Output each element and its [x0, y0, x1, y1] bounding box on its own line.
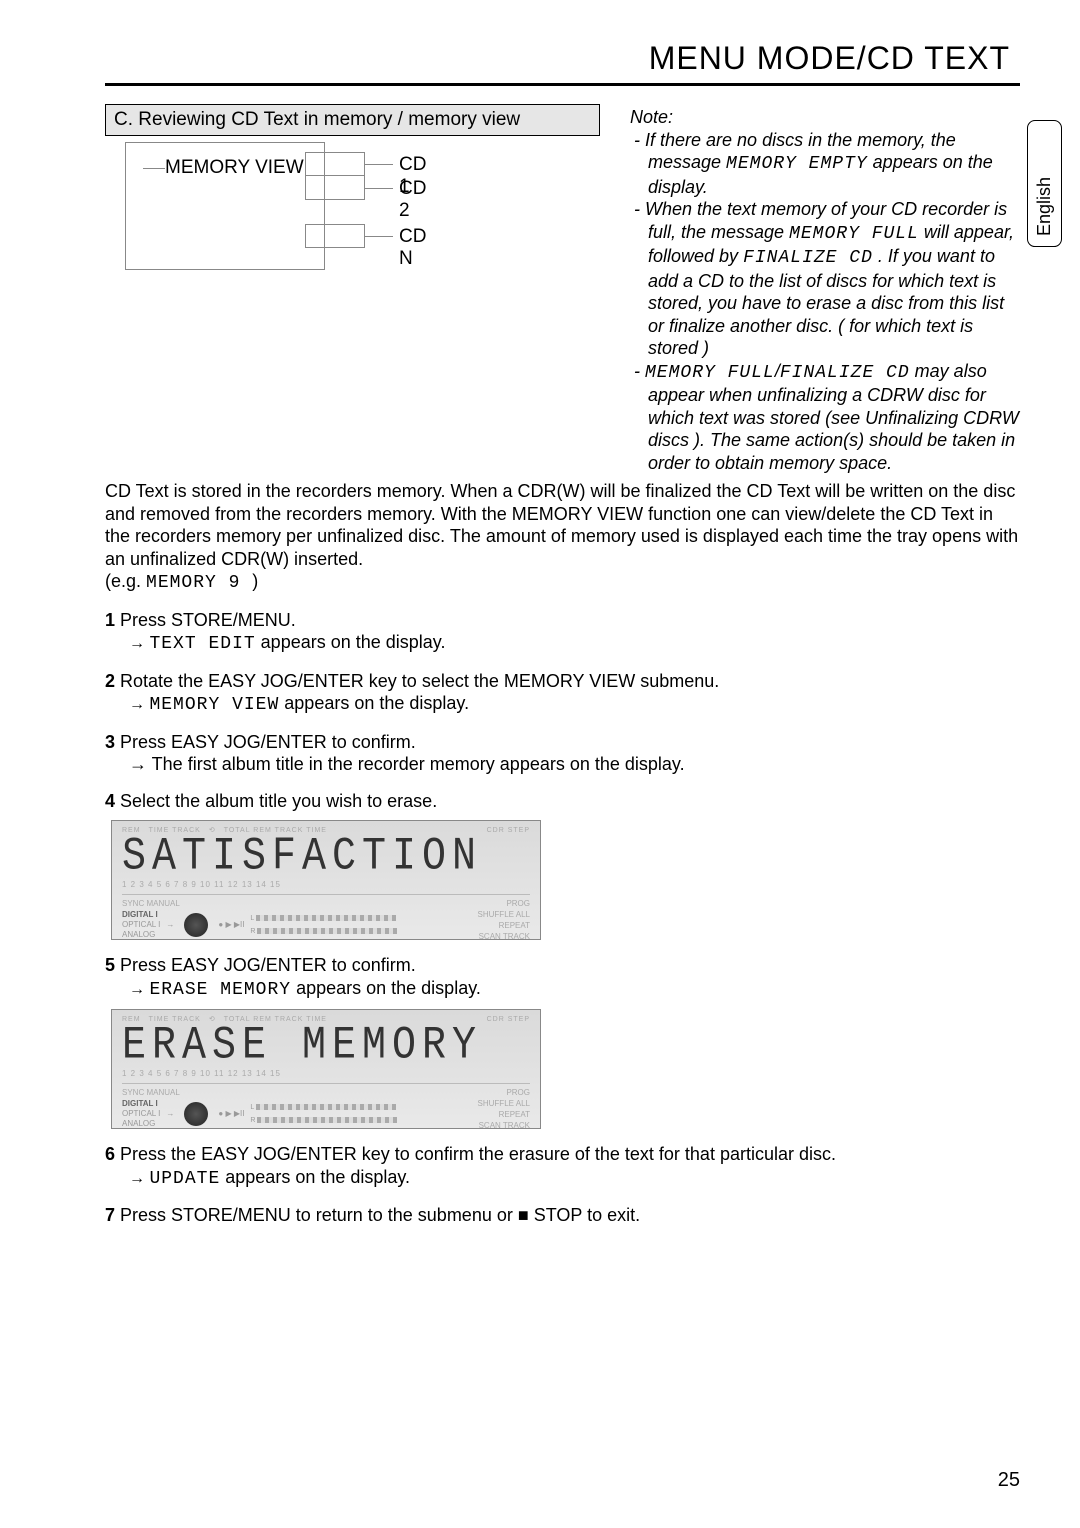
memory-view-diagram: MEMORY VIEW CD 1 CD 2 CD N — [125, 142, 385, 272]
step-6-arrow: → — [129, 1170, 149, 1187]
step-5: 5 Press EASY JOG/ENTER to confirm. → ERA… — [105, 954, 1020, 1129]
lcd1-main: SATISFACTION — [122, 835, 530, 881]
note-2-msg1: MEMORY FULL — [789, 224, 919, 244]
step-7: 7 Press STORE/MENU to return to the subm… — [105, 1204, 1020, 1227]
step-7-text-a: Press STORE/MENU to return to the submen… — [120, 1205, 518, 1225]
lcd-display-2: REM TIME TRACK ⟲ TOTAL REM TRACK TIME CD… — [111, 1009, 541, 1129]
lcd1-sync: SYNC MANUAL — [122, 899, 397, 909]
intro-example-suffix: ) — [252, 571, 258, 591]
step-1-num: 1 — [105, 610, 115, 630]
step-1-msg: TEXT EDIT — [149, 634, 255, 654]
step-6-text: Press the EASY JOG/ENTER key to confirm … — [120, 1144, 836, 1164]
step-6-num: 6 — [105, 1144, 115, 1164]
step-5-suffix: appears on the display. — [291, 978, 481, 998]
cd-n-label: CD N — [399, 226, 426, 270]
diagram-box-1 — [305, 152, 365, 176]
step-1-text: Press STORE/MENU. — [120, 610, 296, 630]
step-7-text-b: STOP to exit. — [529, 1205, 640, 1225]
lcd2-bars-l — [256, 1104, 396, 1110]
lcd1-analog: ANALOG — [122, 930, 160, 940]
lcd1-bars-l — [256, 915, 396, 921]
note-1-msg: MEMORY EMPTY — [726, 154, 868, 174]
step-2-msg: MEMORY VIEW — [149, 695, 279, 715]
step-6-suffix: appears on the display. — [220, 1167, 410, 1187]
lcd-display-1: REM TIME TRACK ⟲ TOTAL REM TRACK TIME CD… — [111, 820, 541, 940]
lcd1-r0: PROG — [478, 899, 530, 909]
header-rule — [105, 83, 1020, 86]
step-1: 1 Press STORE/MENU. → TEXT EDIT appears … — [105, 609, 1020, 656]
step-4-num: 4 — [105, 791, 115, 811]
step-5-num: 5 — [105, 955, 115, 975]
lcd1-knob-icon — [184, 913, 208, 937]
lcd2-r0: PROG — [478, 1088, 530, 1098]
step-3-text: Press EASY JOG/ENTER to confirm. — [120, 732, 416, 752]
intro-example-msg: MEMORY 9 — [146, 573, 252, 593]
diagram-connector — [143, 168, 165, 169]
lcd2-optical: OPTICAL I — [122, 1109, 160, 1119]
lcd1-r3: SCAN TRACK — [478, 932, 530, 940]
note-3a: - — [634, 361, 645, 381]
step-2-arrow: → — [129, 696, 149, 713]
lcd1-r2: REPEAT — [478, 921, 530, 931]
step-4: 4 Select the album title you wish to era… — [105, 790, 1020, 941]
cd-2-label: CD 2 — [399, 178, 426, 222]
diagram-box-2 — [305, 176, 365, 200]
step-3: 3 Press EASY JOG/ENTER to confirm. → The… — [105, 731, 1020, 776]
note-block: Note: - If there are no discs in the mem… — [630, 106, 1020, 474]
step-5-text: Press EASY JOG/ENTER to confirm. — [120, 955, 416, 975]
step-1-arrow: → — [129, 635, 149, 652]
step-2-suffix: appears on the display. — [279, 693, 469, 713]
language-tab: English — [1027, 120, 1062, 247]
step-4-text: Select the album title you wish to erase… — [120, 791, 437, 811]
step-7-num: 7 — [105, 1205, 115, 1225]
diagram-line-2 — [365, 188, 393, 189]
diagram-line-n — [365, 236, 393, 237]
note-3-msg2: FINALIZE CD — [780, 363, 910, 383]
step-1-suffix: appears on the display. — [256, 632, 446, 652]
diagram-line-1 — [365, 164, 393, 165]
intro-paragraph: CD Text is stored in the recorders memor… — [105, 480, 1020, 595]
step-6-msg: UPDATE — [149, 1169, 220, 1189]
section-c-title: C. Reviewing CD Text in memory / memory … — [105, 104, 600, 136]
lcd2-digital: DIGITAL I — [122, 1099, 160, 1109]
lcd1-digital: DIGITAL I — [122, 910, 160, 920]
step-6: 6 Press the EASY JOG/ENTER key to confir… — [105, 1143, 1020, 1190]
step-2: 2 Rotate the EASY JOG/ENTER key to selec… — [105, 670, 1020, 717]
step-3-num: 3 — [105, 732, 115, 752]
note-3-msg1: MEMORY FULL — [645, 363, 775, 383]
intro-example-prefix: (e.g. — [105, 571, 146, 591]
lcd1-optical: OPTICAL I — [122, 920, 160, 930]
note-2-msg2: FINALIZE CD — [743, 248, 873, 268]
page-title: MENU MODE/CD TEXT — [105, 40, 1020, 77]
lcd2-analog: ANALOG — [122, 1119, 160, 1129]
lcd2-main: ERASE MEMORY — [122, 1024, 530, 1070]
step-5-msg: ERASE MEMORY — [149, 980, 291, 1000]
step-3-result: → The first album title in the recorder … — [105, 753, 1020, 776]
memory-view-label: MEMORY VIEW — [165, 157, 304, 179]
lcd2-r2: REPEAT — [478, 1110, 530, 1120]
step-2-text: Rotate the EASY JOG/ENTER key to select … — [120, 671, 719, 691]
stop-icon: ■ — [518, 1205, 529, 1225]
lcd2-knob-icon — [184, 1102, 208, 1126]
intro-text: CD Text is stored in the recorders memor… — [105, 481, 1018, 569]
lcd2-divider — [122, 1083, 530, 1084]
page-number: 25 — [998, 1469, 1020, 1492]
lcd2-bars-r — [257, 1117, 397, 1123]
step-5-arrow: → — [129, 981, 149, 998]
diagram-box-n — [305, 224, 365, 248]
step-2-num: 2 — [105, 671, 115, 691]
lcd2-r3: SCAN TRACK — [478, 1121, 530, 1129]
lcd1-r1: SHUFFLE ALL — [478, 910, 530, 920]
note-heading: Note: — [630, 106, 1020, 129]
lcd1-bars-r — [257, 928, 397, 934]
lcd1-divider — [122, 894, 530, 895]
lcd2-r1: SHUFFLE ALL — [478, 1099, 530, 1109]
lcd2-sync: SYNC MANUAL — [122, 1088, 397, 1098]
